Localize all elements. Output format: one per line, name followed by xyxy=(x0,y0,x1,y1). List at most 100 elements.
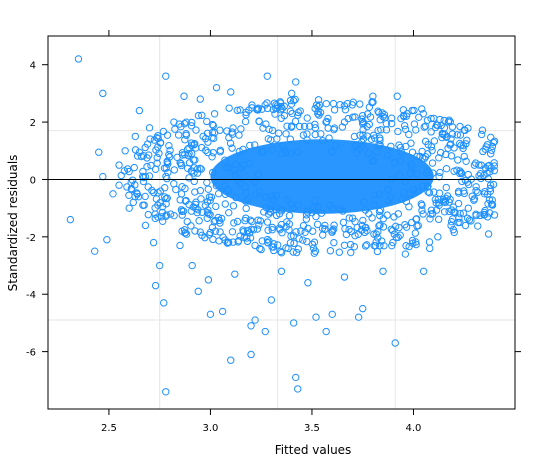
data-point xyxy=(145,124,154,132)
data-point xyxy=(187,222,195,230)
data-point xyxy=(141,192,149,201)
data-point xyxy=(201,233,209,242)
data-point xyxy=(472,183,480,191)
data-point xyxy=(234,176,243,185)
data-point xyxy=(446,118,454,126)
data-point xyxy=(274,129,283,137)
data-point xyxy=(172,185,180,194)
data-point xyxy=(282,130,290,138)
data-point xyxy=(368,157,377,166)
data-point xyxy=(303,136,311,144)
data-point xyxy=(463,136,471,145)
data-point xyxy=(263,235,272,244)
data-point xyxy=(375,108,383,117)
data-point xyxy=(254,170,262,179)
data-point xyxy=(179,207,188,215)
data-point xyxy=(182,130,190,138)
data-point xyxy=(277,114,285,122)
data-point xyxy=(410,106,418,115)
data-point xyxy=(165,141,173,150)
data-point xyxy=(221,200,229,208)
data-point xyxy=(195,217,203,225)
data-point xyxy=(292,373,300,382)
data-point xyxy=(330,106,339,114)
x-axis-title: Fitted values xyxy=(275,443,352,457)
data-point xyxy=(447,221,455,230)
data-point xyxy=(417,200,426,208)
data-point xyxy=(340,118,349,126)
data-point xyxy=(212,202,220,211)
data-point xyxy=(198,111,206,120)
data-point xyxy=(341,106,350,114)
data-point xyxy=(265,237,273,245)
data-point xyxy=(182,196,190,205)
data-point xyxy=(389,238,397,247)
data-point xyxy=(354,313,363,321)
data-point xyxy=(420,123,428,131)
data-point xyxy=(235,147,244,156)
data-point xyxy=(155,261,164,270)
data-point xyxy=(434,233,442,241)
data-point xyxy=(185,174,193,182)
data-point xyxy=(161,184,169,192)
data-point xyxy=(487,146,496,154)
data-point xyxy=(237,164,245,172)
x-tick-label: 4.0 xyxy=(406,423,422,434)
data-point xyxy=(358,111,367,120)
data-point xyxy=(393,92,401,100)
data-point xyxy=(387,193,395,202)
data-point xyxy=(363,226,371,235)
data-point xyxy=(317,209,326,217)
data-point xyxy=(143,162,151,171)
data-point xyxy=(286,135,295,143)
data-point xyxy=(407,160,415,168)
data-point xyxy=(363,241,371,249)
data-point xyxy=(402,223,411,231)
data-point xyxy=(421,137,430,146)
data-point xyxy=(428,159,437,167)
data-point xyxy=(229,202,238,210)
data-point xyxy=(375,222,383,230)
data-point xyxy=(66,215,75,224)
data-point xyxy=(309,227,317,235)
data-point xyxy=(251,177,259,185)
data-point xyxy=(340,273,349,281)
data-point xyxy=(182,118,190,126)
data-point xyxy=(204,185,212,193)
data-point xyxy=(434,215,443,224)
data-point xyxy=(236,106,244,114)
data-point xyxy=(456,167,464,175)
data-point xyxy=(276,247,285,256)
data-point xyxy=(372,148,381,156)
data-point xyxy=(229,124,237,132)
data-point xyxy=(225,133,233,142)
data-point xyxy=(289,204,298,212)
data-point xyxy=(183,164,192,172)
data-point xyxy=(217,214,226,223)
data-point xyxy=(314,203,323,212)
data-point xyxy=(402,242,410,250)
data-point xyxy=(171,125,179,133)
data-point xyxy=(376,242,384,250)
data-point xyxy=(311,104,319,113)
data-point xyxy=(212,181,221,190)
data-point xyxy=(251,241,259,250)
data-point xyxy=(345,225,353,234)
data-point xyxy=(442,183,450,192)
data-point xyxy=(297,227,305,235)
data-point xyxy=(144,210,152,219)
data-point xyxy=(160,299,168,307)
data-point xyxy=(424,167,432,175)
data-point xyxy=(130,163,138,172)
data-point xyxy=(486,168,494,176)
data-point xyxy=(454,199,463,208)
data-point xyxy=(390,159,399,167)
data-point xyxy=(223,127,231,135)
data-point xyxy=(289,97,298,105)
data-point xyxy=(490,137,499,146)
data-point xyxy=(292,228,300,236)
data-point xyxy=(267,200,275,209)
data-point xyxy=(255,221,263,229)
data-point xyxy=(423,116,432,124)
data-point xyxy=(139,201,147,209)
